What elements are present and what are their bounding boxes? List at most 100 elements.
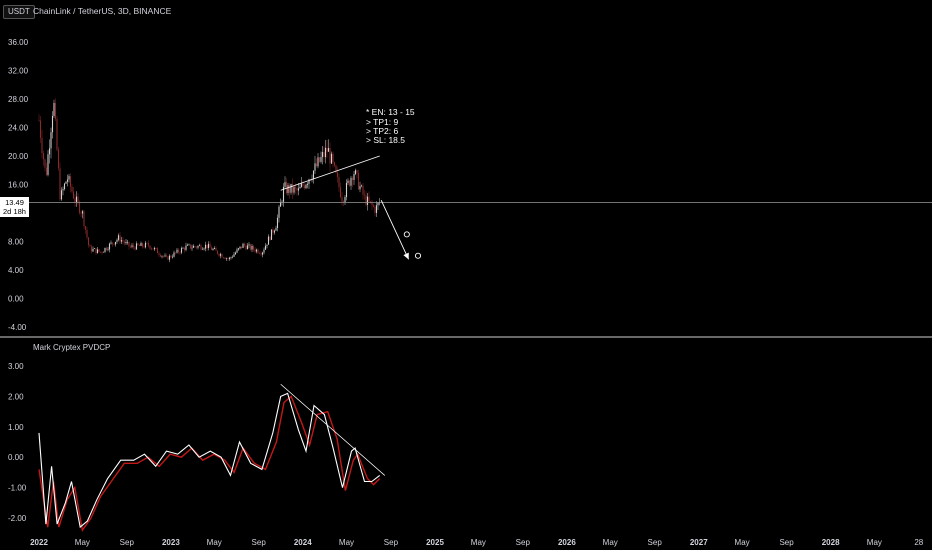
candle-body: [167, 256, 169, 260]
candle-body: [194, 245, 196, 247]
price-y-tick: 4.00: [8, 266, 24, 275]
symbol-button[interactable]: USDT: [3, 5, 35, 19]
projection-arrow-head: [403, 252, 409, 260]
candle-body: [179, 252, 181, 253]
candle-body: [95, 248, 97, 254]
candle-body: [338, 177, 340, 188]
candle-body: [135, 243, 138, 250]
price-y-tick: 20.00: [8, 152, 29, 161]
candle-body: [288, 185, 291, 193]
candle-body: [323, 152, 325, 158]
indicator-y-tick: -2.00: [8, 514, 27, 523]
candle-body: [137, 243, 139, 246]
indicator-y-tick: 3.00: [8, 362, 24, 371]
x-axis-tick: May: [867, 538, 882, 547]
x-axis-tick: 2024: [294, 538, 312, 547]
candle-body: [98, 249, 100, 252]
candle-body: [60, 190, 63, 200]
candle-body: [284, 182, 286, 187]
indicator-white-line: [38, 392, 381, 529]
candle-body: [252, 245, 255, 250]
candle-body: [173, 252, 175, 257]
candle-body: [365, 195, 367, 205]
price-y-tick: 24.00: [8, 124, 29, 133]
candle-body: [374, 206, 376, 213]
indicator-y-tick: 2.00: [8, 392, 24, 401]
indicator-y-tick: -1.00: [8, 484, 27, 493]
annotation-line-3: > TP2: 6: [366, 126, 398, 136]
candle-body: [230, 257, 232, 258]
candle-body: [152, 248, 154, 250]
candle-body: [207, 243, 210, 249]
candle-body: [134, 247, 136, 250]
candle-body: [344, 197, 346, 203]
candle-body: [237, 248, 240, 250]
candle-body: [246, 245, 249, 250]
candle-body: [150, 248, 153, 250]
candle-body: [300, 183, 303, 188]
candle-body: [165, 255, 168, 257]
candle-body: [180, 248, 183, 253]
candle-body: [177, 249, 180, 253]
price-y-tick: 0.00: [8, 295, 24, 304]
candle-body: [303, 185, 306, 189]
candle-body: [41, 137, 43, 154]
candle-body: [278, 206, 280, 218]
candle-body: [360, 185, 363, 187]
candle-body: [332, 153, 334, 163]
candle-body: [359, 186, 361, 190]
candle-body: [119, 235, 121, 242]
candle-body: [84, 226, 87, 230]
candle-body: [339, 187, 342, 198]
candle-body: [261, 252, 264, 255]
x-axis-tick: May: [735, 538, 750, 547]
candle-body: [162, 255, 165, 257]
candle-body: [141, 243, 144, 247]
price-y-tick: 32.00: [8, 67, 29, 76]
candle-body: [245, 245, 247, 250]
candle-body: [351, 177, 354, 180]
candle-body: [227, 258, 229, 260]
candle-body: [153, 247, 156, 250]
candle-body: [99, 251, 102, 253]
price-y-tick: 8.00: [8, 238, 24, 247]
candle-body: [273, 230, 276, 233]
candle-body: [59, 168, 61, 200]
candle-body: [144, 242, 147, 248]
chart-title: ChainLink / TetherUS, 3D, BINANCE: [33, 6, 172, 16]
candle-body: [371, 201, 373, 206]
annotation-line-4: > SL: 18.5: [366, 135, 405, 145]
candle-body: [48, 148, 51, 155]
candle-body: [330, 153, 333, 164]
candle-body: [188, 244, 190, 246]
x-axis-tick: Sep: [252, 538, 267, 547]
candle-body: [78, 202, 81, 213]
candle-body: [75, 196, 78, 202]
candle-body: [57, 149, 60, 169]
candle-body: [44, 159, 46, 168]
candle-body: [276, 217, 279, 229]
candle-body: [161, 255, 163, 257]
candle-body: [39, 120, 42, 138]
indicator-red-line: [38, 395, 381, 532]
candle-body: [83, 211, 85, 227]
indicator-y-tick: 1.00: [8, 423, 24, 432]
candle-body: [126, 241, 129, 243]
candle-body: [68, 176, 70, 180]
price-y-tick: -4.00: [8, 323, 27, 332]
x-axis-tick: 2026: [558, 538, 576, 547]
candle-body: [251, 245, 253, 250]
x-axis-tick: May: [603, 538, 618, 547]
time-x-axis[interactable]: 2022 May Sep 2023 May Sep 2024 May Sep 2025 May Sep…: [30, 538, 924, 547]
candle-body: [302, 183, 304, 186]
x-axis-tick: May: [471, 538, 486, 547]
candle-body: [221, 254, 223, 258]
candle-body: [239, 246, 241, 249]
candle-body: [236, 249, 238, 253]
candle-body: [51, 115, 54, 133]
candle-body: [368, 196, 370, 202]
candle-body: [305, 184, 307, 189]
x-axis-tick: May: [207, 538, 222, 547]
candle-body: [45, 167, 48, 175]
price-y-axis: 36.0032.0028.0024.0020.0016.0012.008.004…: [8, 38, 29, 332]
